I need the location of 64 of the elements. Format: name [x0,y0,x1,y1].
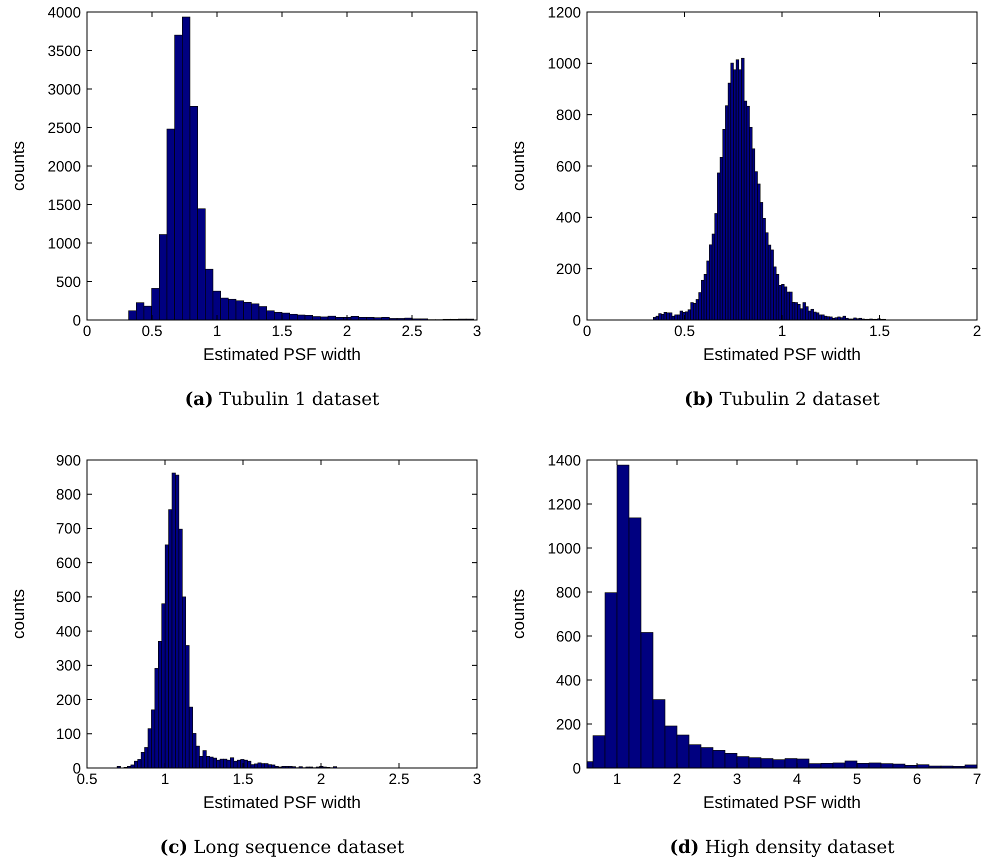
text: (a) Tubulin 1 dataset [184,389,380,410]
y-tick-label: 3500 [48,42,81,60]
y-tick-label: 500 [56,274,81,291]
y-tick-label: 1500 [48,196,81,214]
y-tick-label: 200 [556,260,581,278]
x-tick-label: 1 [160,771,170,788]
x-tick-label: 2.5 [388,771,410,788]
x-axis-title: Estimated PSF width [703,345,861,364]
y-tick-label: 200 [556,716,581,734]
y-tick-label: 1000 [48,235,81,252]
y-axis-title: counts [509,588,528,640]
x-tick-label: 6 [912,771,922,788]
y-tick-label: 800 [56,486,81,504]
y-tick-label: 1000 [548,56,581,73]
y-tick-label: 300 [56,658,81,675]
y-tick-label: 4000 [48,4,81,22]
y-tick-label: 500 [56,589,81,606]
x-tick-label: 0.5 [674,323,695,340]
x-axis-title: Estimated PSF width [203,793,361,812]
text: (b) Tubulin 2 dataset [684,389,880,410]
y-tick-label: 1400 [548,452,581,470]
y-tick-label: 600 [556,158,581,176]
x-tick-label: 3 [472,323,482,340]
y-tick-label: 200 [56,692,81,709]
y-axis-title: counts [509,140,528,192]
y-tick-label: 800 [556,106,581,124]
x-tick-label: 2 [342,323,352,340]
x-tick-label: 2 [972,323,982,340]
text: (d) High density dataset [670,837,896,858]
y-tick-label: 1200 [548,496,581,514]
y-tick-label: 1200 [548,4,581,22]
x-tick-label: 1 [778,323,786,340]
x-tick-label: 2.5 [402,323,422,340]
y-axis-title: counts [9,140,28,192]
x-tick-label: 2 [316,771,326,788]
y-tick-label: 3000 [48,81,81,98]
y-tick-label: 2000 [48,158,81,176]
y-tick-label: 1000 [548,540,581,558]
x-tick-label: 5 [852,771,862,788]
y-tick-label: 400 [556,210,581,227]
x-tick-label: 1.5 [272,323,292,340]
x-axis-title: Estimated PSF width [703,793,861,812]
y-tick-label: 400 [556,672,581,690]
y-tick-label: 600 [556,628,581,646]
y-axis-title: counts [9,588,28,640]
x-tick-label: 2 [672,771,682,788]
y-tick-label: 400 [56,623,81,640]
x-tick-label: 7 [972,771,982,788]
x-axis-title: Estimated PSF width [203,345,361,364]
x-tick-label: 1.5 [232,771,254,788]
x-tick-label: 4 [792,771,802,788]
y-tick-label: 100 [56,726,81,744]
x-tick-label: 3 [472,771,482,788]
x-tick-label: 0.5 [142,323,162,340]
y-tick-label: 900 [56,452,81,470]
text: (c) Long sequence dataset [160,837,405,858]
y-tick-label: 800 [556,584,581,602]
x-tick-label: 1 [212,323,222,340]
x-tick-label: 3 [732,771,742,788]
y-tick-label: 2500 [48,120,81,137]
x-tick-label: 1 [612,771,622,788]
y-tick-label: 700 [56,520,81,538]
x-tick-label: 1.5 [869,323,890,340]
y-tick-label: 600 [56,554,81,572]
